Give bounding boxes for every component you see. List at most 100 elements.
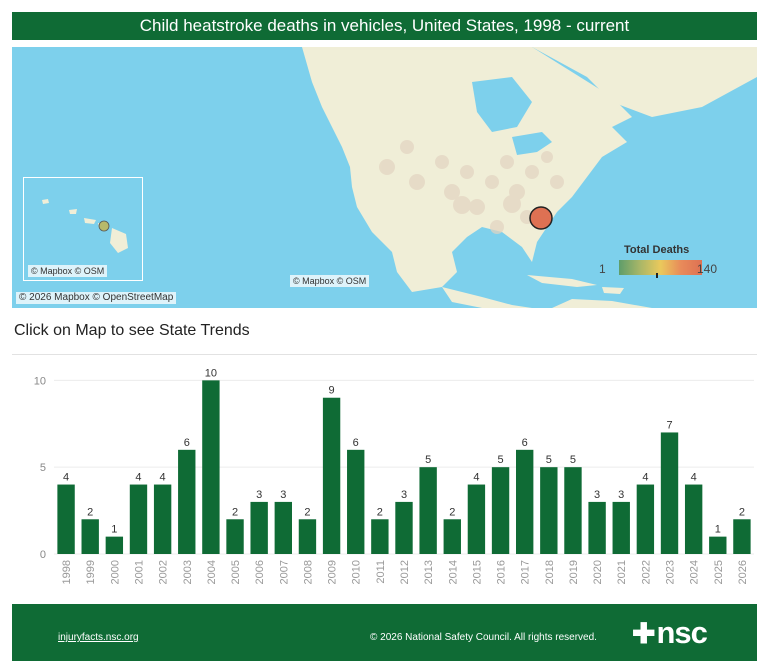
x-tick-label: 2020 — [592, 560, 604, 584]
bar-chart-container: 0 5 10 4 1998 2 1999 1 2000 4 2001 4 2002 6 2003 10 2004… — [12, 354, 757, 595]
x-tick-label: 2007 — [278, 560, 290, 584]
x-tick-label: 2006 — [254, 560, 266, 584]
state-bubble[interactable] — [400, 140, 414, 154]
bar[interactable] — [684, 484, 703, 554]
bar[interactable] — [178, 449, 196, 554]
bar[interactable] — [274, 501, 292, 554]
bar[interactable] — [467, 484, 486, 554]
state-bubble[interactable] — [453, 196, 471, 214]
bar[interactable] — [202, 380, 220, 554]
x-tick-label: 2011 — [375, 560, 387, 584]
state-bubble[interactable] — [503, 195, 521, 213]
bar[interactable] — [612, 501, 630, 554]
x-tick-label: 2005 — [230, 560, 242, 584]
bar[interactable] — [660, 432, 679, 554]
state-bubble[interactable] — [460, 165, 474, 179]
state-bubble[interactable] — [525, 165, 539, 179]
data-label: 2 — [87, 506, 93, 518]
nsc-logo: ✚nsc — [632, 615, 708, 651]
data-label: 3 — [618, 489, 624, 501]
y-tick-label: 5 — [40, 462, 46, 474]
us-map[interactable]: © Mapbox © OSM © Mapbox © OSM © 2026 Map… — [12, 47, 757, 308]
footer-link[interactable]: injuryfacts.nsc.org — [58, 632, 139, 643]
legend-color-scale — [619, 260, 702, 275]
data-label: 2 — [232, 506, 238, 518]
data-label: 6 — [522, 437, 528, 449]
x-tick-label: 2019 — [568, 560, 580, 584]
x-tick-label: 2014 — [447, 560, 459, 584]
bar[interactable] — [153, 484, 172, 554]
hispaniola — [602, 287, 624, 294]
south-america-landmass — [552, 299, 652, 308]
legend-marker — [656, 273, 658, 278]
bar[interactable] — [564, 467, 582, 554]
bar[interactable] — [347, 449, 365, 554]
data-label: 6 — [353, 437, 359, 449]
x-tick-label: 2000 — [109, 560, 121, 584]
data-label: 4 — [473, 472, 479, 484]
chart-subtitle: Click on Map to see State Trends — [14, 322, 250, 339]
state-bubble[interactable] — [550, 175, 564, 189]
state-bubble[interactable] — [379, 159, 395, 175]
data-label: 6 — [184, 437, 190, 449]
state-bubble[interactable] — [490, 220, 504, 234]
footer: injuryfacts.nsc.org © 2026 National Safe… — [12, 604, 757, 661]
map-attribution[interactable]: © 2026 Mapbox © OpenStreetMap — [16, 292, 177, 304]
y-tick-label: 0 — [40, 549, 46, 561]
bar[interactable] — [371, 519, 389, 554]
legend-min: 1 — [599, 262, 606, 276]
data-label: 2 — [739, 506, 745, 518]
hawaii-inset[interactable]: © Mapbox © OSM — [23, 177, 143, 281]
bar[interactable] — [105, 536, 124, 554]
page-title: Child heatstroke deaths in vehicles, Uni… — [12, 12, 757, 40]
data-label: 2 — [304, 506, 310, 518]
hawaii-island — [69, 209, 77, 214]
bar[interactable] — [419, 467, 437, 554]
state-bubble[interactable] — [409, 174, 425, 190]
bar[interactable] — [636, 484, 655, 554]
data-label: 4 — [135, 472, 141, 484]
map-canvas[interactable] — [12, 47, 757, 308]
data-label: 5 — [425, 454, 431, 466]
hawaii-island — [42, 199, 49, 204]
x-tick-label: 2016 — [496, 560, 508, 584]
data-label: 10 — [205, 367, 217, 379]
bar[interactable] — [443, 519, 461, 554]
bar[interactable] — [81, 519, 99, 554]
bar-chart[interactable]: 0 5 10 4 1998 2 1999 1 2000 4 2001 4 2002 6 2003 10 2004… — [12, 355, 757, 595]
x-tick-label: 2023 — [665, 560, 677, 584]
state-bubble[interactable] — [435, 155, 449, 169]
bar[interactable] — [129, 484, 148, 554]
hawaii-bubble[interactable] — [98, 220, 110, 232]
bar[interactable] — [250, 501, 268, 554]
y-tick-label: 10 — [34, 375, 46, 387]
florida-bubble[interactable] — [529, 206, 553, 230]
great-lakes — [512, 132, 552, 155]
bar[interactable] — [733, 519, 751, 554]
bar[interactable] — [588, 501, 606, 554]
bar[interactable] — [57, 484, 75, 554]
state-bubbles[interactable] — [379, 140, 564, 234]
bar[interactable] — [516, 449, 534, 554]
x-tick-label: 1998 — [61, 560, 73, 584]
x-tick-label: 1999 — [85, 560, 97, 584]
bar[interactable] — [298, 519, 317, 554]
data-label: 4 — [160, 472, 166, 484]
data-label: 4 — [691, 472, 697, 484]
state-bubble[interactable] — [500, 155, 514, 169]
bar[interactable] — [322, 397, 341, 554]
bar[interactable] — [709, 536, 727, 554]
nsc-logo-text: nsc — [656, 615, 707, 650]
bar[interactable] — [491, 467, 510, 554]
greenland-landmass — [532, 47, 757, 117]
bar[interactable] — [226, 519, 244, 554]
data-label: 1 — [715, 524, 721, 536]
bar[interactable] — [395, 501, 413, 554]
data-label: 2 — [449, 506, 455, 518]
state-bubble[interactable] — [444, 184, 460, 200]
state-bubble[interactable] — [485, 175, 499, 189]
state-bubble[interactable] — [469, 199, 485, 215]
hudson-bay — [472, 77, 532, 132]
bar[interactable] — [540, 467, 558, 554]
state-bubble[interactable] — [541, 151, 553, 163]
